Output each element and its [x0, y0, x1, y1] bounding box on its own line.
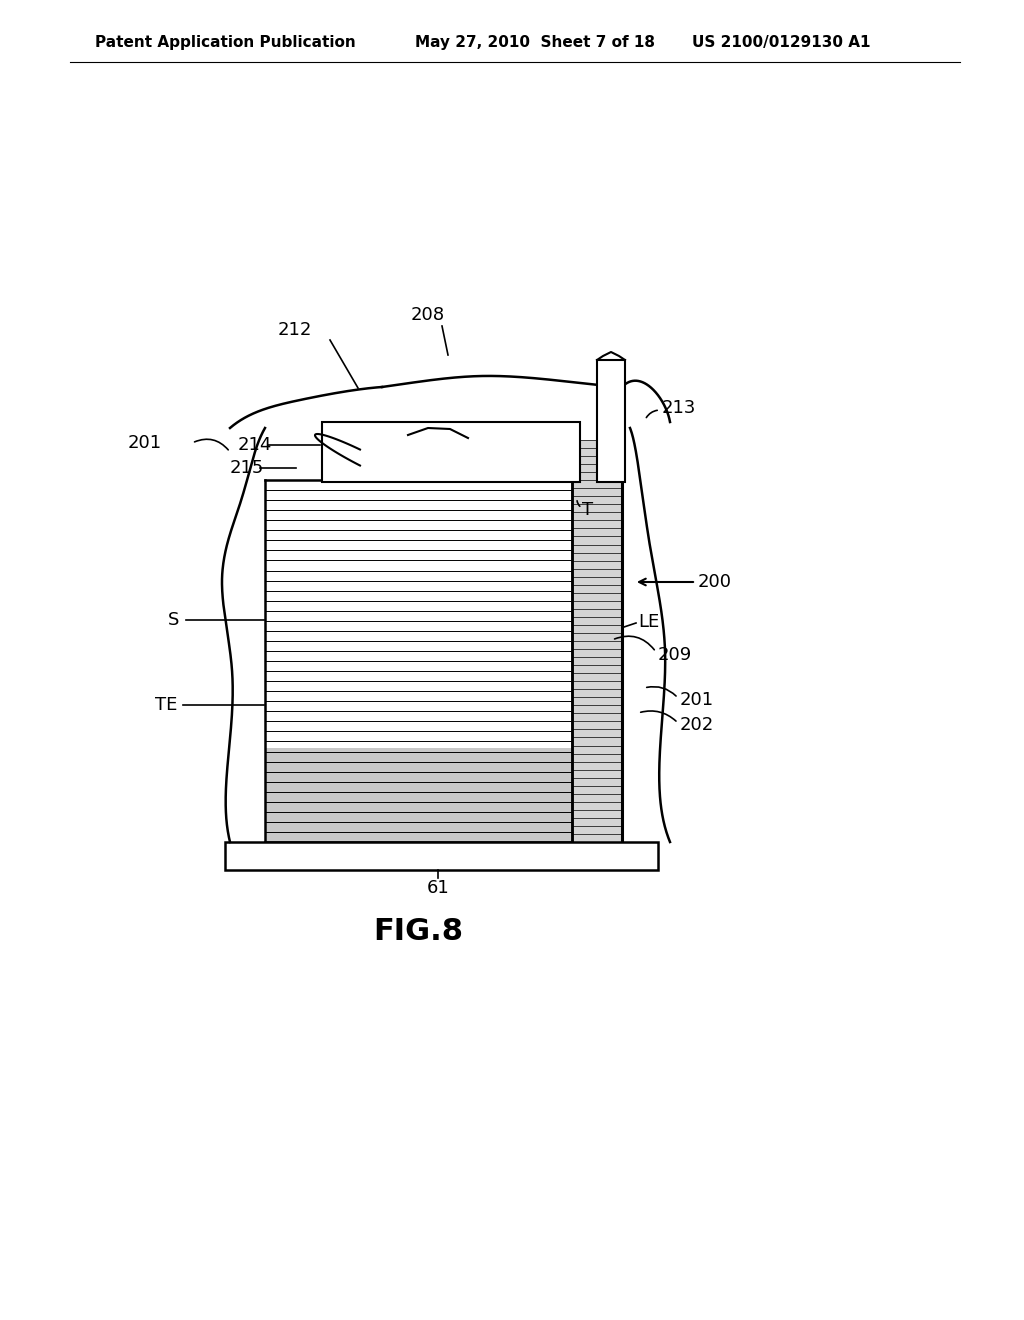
Bar: [225, 842, 658, 870]
Text: TE: TE: [155, 696, 177, 714]
Text: 214: 214: [238, 436, 272, 454]
Text: 209: 209: [658, 645, 692, 664]
Text: 208: 208: [411, 306, 445, 323]
Text: 201: 201: [128, 434, 162, 451]
Text: 213: 213: [662, 399, 696, 417]
Bar: [572, 440, 622, 842]
Text: Patent Application Publication: Patent Application Publication: [95, 34, 355, 49]
Text: LE: LE: [638, 612, 659, 631]
Bar: [597, 360, 625, 482]
Bar: [265, 748, 572, 842]
Text: 200: 200: [698, 573, 732, 591]
Text: 215: 215: [230, 459, 264, 477]
Text: 212: 212: [278, 321, 312, 339]
Text: FIG.8: FIG.8: [373, 917, 463, 946]
Bar: [357, 422, 580, 482]
Bar: [225, 842, 658, 870]
Text: 201: 201: [680, 690, 714, 709]
Text: US 2100/0129130 A1: US 2100/0129130 A1: [692, 34, 870, 49]
Bar: [322, 422, 580, 482]
Text: 202: 202: [680, 715, 715, 734]
Text: 61: 61: [427, 879, 450, 898]
Text: S: S: [168, 611, 179, 630]
Text: May 27, 2010  Sheet 7 of 18: May 27, 2010 Sheet 7 of 18: [415, 34, 655, 49]
Text: T: T: [582, 502, 593, 519]
